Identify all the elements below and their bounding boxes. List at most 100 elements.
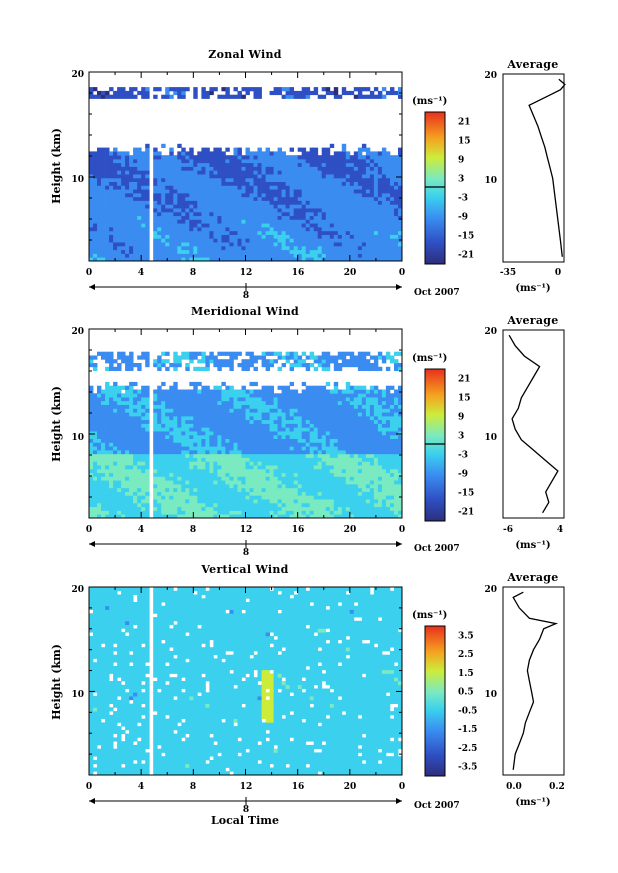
heatmap-cell [241, 185, 246, 190]
heatmap-cell [293, 355, 299, 360]
heatmap-cell [185, 484, 190, 489]
heatmap-cell [349, 158, 355, 164]
heatmap-cell [341, 181, 347, 186]
heatmap-cell [129, 174, 134, 179]
heatmap-cell [173, 404, 178, 409]
heatmap-cell [137, 427, 142, 432]
heatmap-cell [93, 223, 98, 228]
heatmap-cell [201, 431, 206, 436]
heatmap-cell [117, 480, 122, 485]
heatmap-cell [189, 166, 194, 171]
heatmap-cell [373, 87, 379, 92]
heatmap-cell [357, 242, 363, 247]
heatmap-cell [309, 442, 315, 447]
heatmap-cell [325, 158, 331, 164]
heatmap-cell [225, 189, 230, 194]
heatmap-cell [353, 397, 359, 402]
heatmap-cell [229, 506, 234, 511]
heatmap-cell [101, 223, 106, 228]
heatmap-cell [325, 351, 331, 356]
heatmap-cell [173, 434, 178, 439]
heatmap-cell [125, 385, 130, 390]
heatmap-cell [237, 170, 242, 175]
heatmap-cell [221, 204, 226, 209]
heatmap-cell [197, 351, 202, 356]
heatmap-cell [141, 385, 146, 390]
heatmap-cell [213, 185, 218, 190]
heatmap-cell [221, 442, 226, 447]
heatmap-cell [225, 457, 230, 462]
heatmap-cell [185, 215, 190, 220]
heatmap-cell [197, 510, 202, 515]
heatmap-cell [101, 393, 106, 398]
heatmap-cell [301, 442, 307, 447]
heatmap-cell [390, 196, 395, 201]
heatmap-cell [237, 419, 242, 424]
heatmap-cell [125, 465, 130, 470]
heatmap-cell [133, 249, 138, 254]
heatmap-cell [321, 446, 327, 451]
heatmap-cell [117, 484, 122, 489]
heatmap-cell [297, 230, 303, 235]
heatmap-cell [93, 215, 98, 220]
heatmap-cell [169, 230, 174, 235]
heatmap-cell [193, 234, 198, 239]
heatmap-cell [117, 242, 122, 247]
heatmap-cell [273, 162, 279, 167]
heatmap-cell [357, 174, 363, 179]
heatmap-cell [241, 419, 246, 424]
heatmap-cell [145, 450, 150, 455]
heatmap-cell [297, 204, 303, 209]
heatmap-cell [185, 185, 190, 190]
heatmap-cell [385, 204, 391, 209]
heatmap-cell [109, 359, 114, 364]
heatmap-cell [369, 158, 375, 164]
heatmap-cell [241, 514, 246, 519]
heatmap-cell [345, 514, 351, 519]
heatmap-cell [273, 434, 279, 439]
heatmap-cell [125, 506, 130, 511]
heatmap-cell [193, 90, 198, 96]
heatmap-cell [285, 393, 291, 398]
heatmap-cell [141, 230, 146, 235]
heatmap-cell [313, 487, 319, 492]
heatmap-cell [201, 461, 206, 466]
heatmap-cell [217, 223, 222, 228]
heatmap-cell [209, 211, 214, 217]
heatmap-cell [249, 499, 254, 504]
heatmap-cell [277, 506, 283, 511]
heatmap-cell [297, 177, 303, 182]
heatmap-cell [333, 363, 339, 368]
heatmap-cell [317, 423, 323, 428]
heatmap-cell [201, 506, 206, 511]
heatmap-cell [209, 204, 214, 209]
heatmap-cell [257, 200, 262, 205]
heatmap-cell [153, 189, 158, 194]
heatmap-cell [165, 196, 170, 201]
heatmap-cell [313, 215, 319, 220]
heatmap-cell [201, 366, 206, 371]
heatmap-cell [105, 162, 110, 167]
heatmap-cell [301, 423, 307, 428]
heatmap-cell [293, 476, 299, 481]
heatmap-cell [261, 404, 267, 409]
heatmap-cell [129, 506, 134, 511]
heatmap-cell [129, 196, 134, 201]
heatmap-cell [398, 211, 403, 217]
heatmap-cell [221, 158, 226, 164]
heatmap-cell [337, 366, 343, 371]
heatmap-cell [97, 461, 102, 466]
heatmap-cell [217, 193, 222, 198]
heatmap-cell [229, 450, 234, 455]
heatmap-cell [253, 87, 258, 92]
heatmap-cell [113, 162, 118, 167]
heatmap-cell [321, 389, 327, 394]
heatmap-cell [293, 457, 299, 462]
heatmap-cell [209, 166, 214, 171]
heatmap-cell [181, 155, 186, 160]
heatmap-cell [141, 94, 146, 99]
heatmap-cell [341, 450, 347, 455]
heatmap-cell [169, 87, 174, 92]
heatmap-cell [113, 480, 118, 485]
heatmap-cell [101, 215, 106, 220]
